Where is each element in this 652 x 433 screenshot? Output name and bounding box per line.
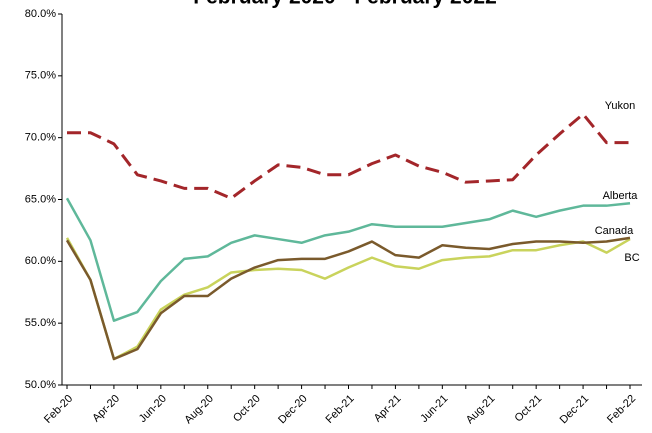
series-label: Yukon [605,100,636,112]
y-tick-label: 60.0% [25,255,56,267]
x-tick-label: Aug-21 [464,393,498,427]
x-tick-label: Jun-21 [418,393,450,425]
x-tick-label: Feb-21 [324,393,357,426]
x-tick-label: Oct-20 [231,393,263,425]
x-tick-label: Dec-20 [276,393,310,427]
x-tick-label: Feb-20 [42,393,75,426]
y-tick-label: 75.0% [25,70,56,82]
y-tick-label: 70.0% [25,132,56,144]
x-tick-label: Jun-20 [137,393,169,425]
series-line [67,112,630,200]
chart-title: February 2020 - February 2022 [193,0,497,9]
y-tick-label: 55.0% [25,317,56,329]
series-line [65,197,631,322]
series-label: Canada [595,225,634,237]
series-line [65,236,631,361]
x-tick-label: Apr-21 [372,393,404,425]
x-tick-label: Feb-22 [605,393,638,426]
x-tick-label: Dec-21 [558,393,592,427]
series-label: BC [624,252,639,264]
y-tick-label: 80.0% [25,8,56,20]
x-tick-label: Oct-21 [513,393,545,425]
y-tick-label: 65.0% [25,193,56,205]
series-label: Alberta [603,190,639,202]
x-tick-label: Aug-20 [182,393,216,427]
y-tick-label: 50.0% [25,379,56,391]
x-tick-label: Apr-20 [90,393,122,425]
series-line [65,237,631,361]
